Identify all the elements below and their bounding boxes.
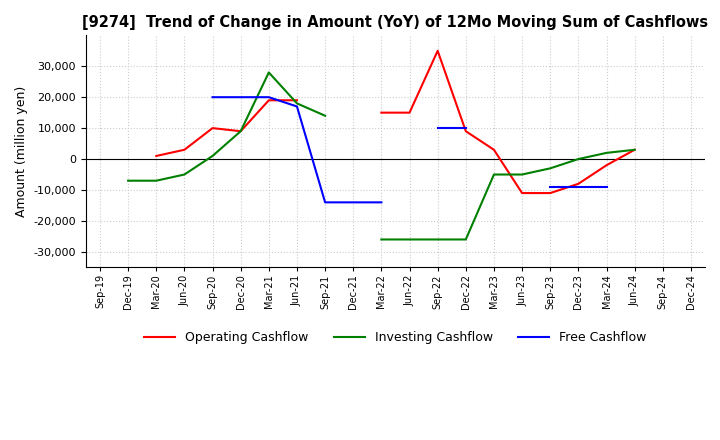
Investing Cashflow bbox=[208, 153, 217, 158]
Investing Cashflow bbox=[124, 178, 132, 183]
Legend: Operating Cashflow, Investing Cashflow, Free Cashflow: Operating Cashflow, Investing Cashflow, … bbox=[139, 326, 652, 349]
Free Cashflow bbox=[236, 95, 245, 100]
Investing Cashflow bbox=[264, 70, 273, 75]
Free Cashflow bbox=[208, 95, 217, 100]
Y-axis label: Amount (million yen): Amount (million yen) bbox=[15, 86, 28, 217]
Operating Cashflow bbox=[208, 125, 217, 131]
Free Cashflow bbox=[321, 200, 330, 205]
Operating Cashflow bbox=[264, 98, 273, 103]
Investing Cashflow bbox=[321, 113, 330, 118]
Investing Cashflow bbox=[152, 178, 161, 183]
Operating Cashflow bbox=[292, 98, 301, 103]
Investing Cashflow bbox=[180, 172, 189, 177]
Line: Operating Cashflow: Operating Cashflow bbox=[156, 100, 297, 156]
Free Cashflow bbox=[264, 95, 273, 100]
Operating Cashflow bbox=[236, 128, 245, 134]
Operating Cashflow bbox=[152, 153, 161, 158]
Title: [9274]  Trend of Change in Amount (YoY) of 12Mo Moving Sum of Cashflows: [9274] Trend of Change in Amount (YoY) o… bbox=[82, 15, 708, 30]
Free Cashflow bbox=[292, 104, 301, 109]
Investing Cashflow bbox=[292, 101, 301, 106]
Line: Investing Cashflow: Investing Cashflow bbox=[128, 73, 325, 181]
Investing Cashflow bbox=[236, 128, 245, 134]
Free Cashflow bbox=[349, 200, 358, 205]
Operating Cashflow bbox=[180, 147, 189, 152]
Line: Free Cashflow: Free Cashflow bbox=[212, 97, 382, 202]
Free Cashflow bbox=[377, 200, 386, 205]
